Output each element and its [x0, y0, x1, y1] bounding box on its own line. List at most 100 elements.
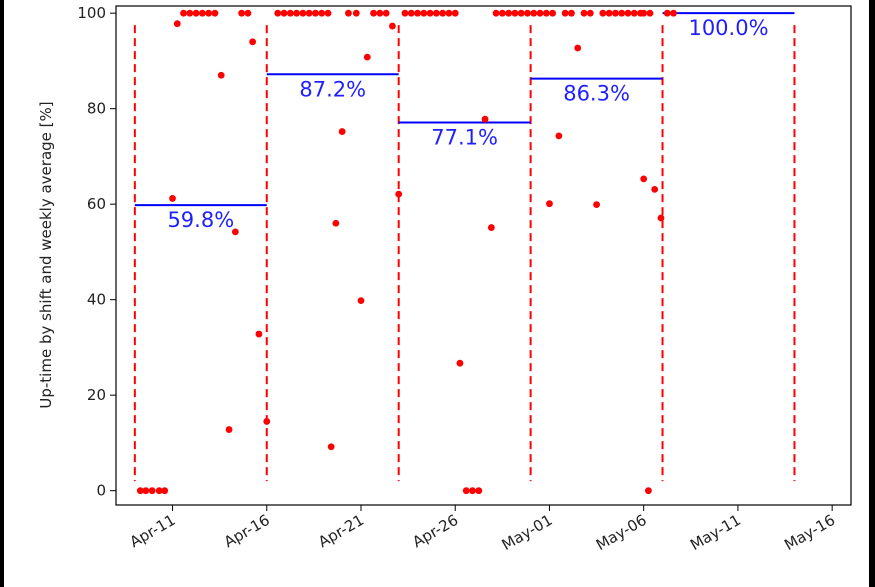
- x-tick-label-8: May-16: [781, 511, 838, 554]
- shift-point-14: [217, 71, 225, 79]
- shift-point-12: [205, 9, 213, 17]
- shift-point-3: [148, 487, 156, 495]
- shift-point-18: [244, 9, 252, 17]
- shift-point-83: [640, 9, 648, 17]
- weekly-average-label-3: 77.1%: [431, 126, 498, 150]
- shift-point-28: [312, 9, 319, 17]
- shift-point-53: [462, 487, 470, 495]
- shift-point-32: [332, 219, 340, 227]
- shift-point-34: [345, 9, 352, 17]
- y-tick-label-3: 40: [87, 291, 106, 309]
- x-tick-label-2: Apr-16: [221, 511, 273, 551]
- shift-point-60: [505, 9, 513, 17]
- shift-point-76: [599, 9, 607, 17]
- shift-point-75: [593, 201, 600, 209]
- shift-point-37: [363, 53, 371, 61]
- y-axis-title: Up-time by shift and weekly average [%]: [37, 101, 55, 408]
- weekly-average-label-5: 100.0%: [688, 16, 768, 40]
- shift-point-1: [136, 487, 144, 495]
- shift-point-24: [286, 9, 294, 17]
- y-tick-label-2: 20: [87, 386, 106, 404]
- shift-point-30: [324, 9, 332, 17]
- shift-point-61: [511, 9, 519, 17]
- plot-area-frame: [115, 5, 852, 506]
- window-border-right: [869, 0, 875, 587]
- window-border-left: [0, 0, 4, 587]
- x-tick-label-3: Apr-21: [315, 511, 367, 551]
- weekly-average-label-1: 59.8%: [167, 208, 234, 232]
- shift-point-77: [605, 9, 613, 17]
- shift-point-6: [169, 195, 176, 202]
- shift-point-88: [657, 214, 665, 222]
- shift-point-16: [231, 228, 239, 236]
- y-axis-ticks: 0 20 40 60 80 100: [77, 4, 116, 500]
- weekly-average-labels: 59.8% 87.2% 77.1% 86.3% 100.0%: [167, 16, 768, 232]
- shift-point-46: [420, 9, 428, 17]
- weekly-average-label-2: 87.2%: [299, 77, 366, 101]
- shift-point-69: [555, 132, 563, 140]
- shift-point-40: [382, 9, 390, 17]
- shift-point-26: [299, 9, 307, 17]
- shift-point-65: [536, 9, 544, 17]
- x-tick-label-6: May-06: [593, 511, 650, 554]
- shift-point-50: [445, 9, 453, 17]
- shift-point-11: [198, 9, 206, 17]
- shift-point-22: [274, 9, 282, 17]
- shift-point-84: [646, 9, 654, 17]
- shift-point-5: [161, 487, 169, 495]
- shift-point-17: [238, 9, 246, 17]
- shift-point-58: [492, 9, 500, 17]
- shift-point-41: [389, 22, 396, 30]
- shift-point-33: [338, 128, 346, 135]
- shift-point-4: [155, 487, 163, 495]
- x-axis-ticks: Apr-11 Apr-16 Apr-21 Apr-26 May-01 May-06 May-…: [127, 505, 838, 554]
- shift-point-8: [180, 9, 187, 17]
- shift-point-67: [549, 9, 557, 17]
- shift-point-57: [487, 224, 495, 231]
- shift-point-19: [249, 38, 257, 46]
- shift-point-73: [580, 9, 588, 17]
- shift-point-52: [456, 359, 464, 367]
- shift-point-15: [225, 426, 233, 433]
- x-tick-label-5: May-01: [499, 511, 556, 554]
- y-tick-label-1: 0: [96, 482, 106, 500]
- y-tick-label-4: 60: [87, 195, 106, 213]
- shift-point-79: [618, 9, 626, 17]
- y-tick-label-6: 100: [77, 4, 106, 22]
- shift-point-71: [568, 9, 575, 17]
- x-tick-label-7: May-11: [687, 511, 744, 554]
- shift-point-74: [586, 9, 594, 17]
- shift-point-21: [263, 418, 271, 425]
- shift-point-20: [255, 330, 263, 338]
- week-boundary-lines: [133, 25, 796, 482]
- weekly-average-label-4: 86.3%: [563, 82, 630, 106]
- shift-point-25: [293, 9, 301, 17]
- weekly-average-lines: [134, 12, 795, 207]
- shift-point-70: [561, 9, 569, 17]
- shift-point-66: [542, 9, 550, 17]
- shift-point-7: [173, 20, 181, 28]
- shift-point-59: [498, 9, 506, 17]
- shift-point-42: [395, 190, 403, 198]
- shift-point-27: [305, 9, 313, 17]
- shift-point-81: [630, 9, 638, 17]
- shift-point-43: [401, 9, 409, 17]
- shift-point-48: [432, 9, 440, 17]
- shift-point-29: [318, 9, 326, 17]
- shift-point-9: [186, 9, 194, 17]
- x-tick-label-4: Apr-26: [409, 511, 461, 551]
- shift-point-44: [407, 9, 415, 17]
- shift-point-80: [624, 9, 632, 17]
- shift-point-2: [142, 487, 150, 495]
- shift-point-87: [651, 185, 659, 193]
- shift-point-49: [439, 9, 447, 17]
- shift-point-90: [670, 9, 677, 17]
- shift-point-72: [574, 44, 582, 52]
- shift-point-62: [517, 9, 525, 17]
- shift-point-35: [352, 9, 360, 17]
- shift-point-85: [640, 175, 648, 183]
- shift-point-23: [280, 9, 288, 17]
- shift-point-55: [475, 487, 483, 495]
- shift-point-63: [524, 9, 531, 17]
